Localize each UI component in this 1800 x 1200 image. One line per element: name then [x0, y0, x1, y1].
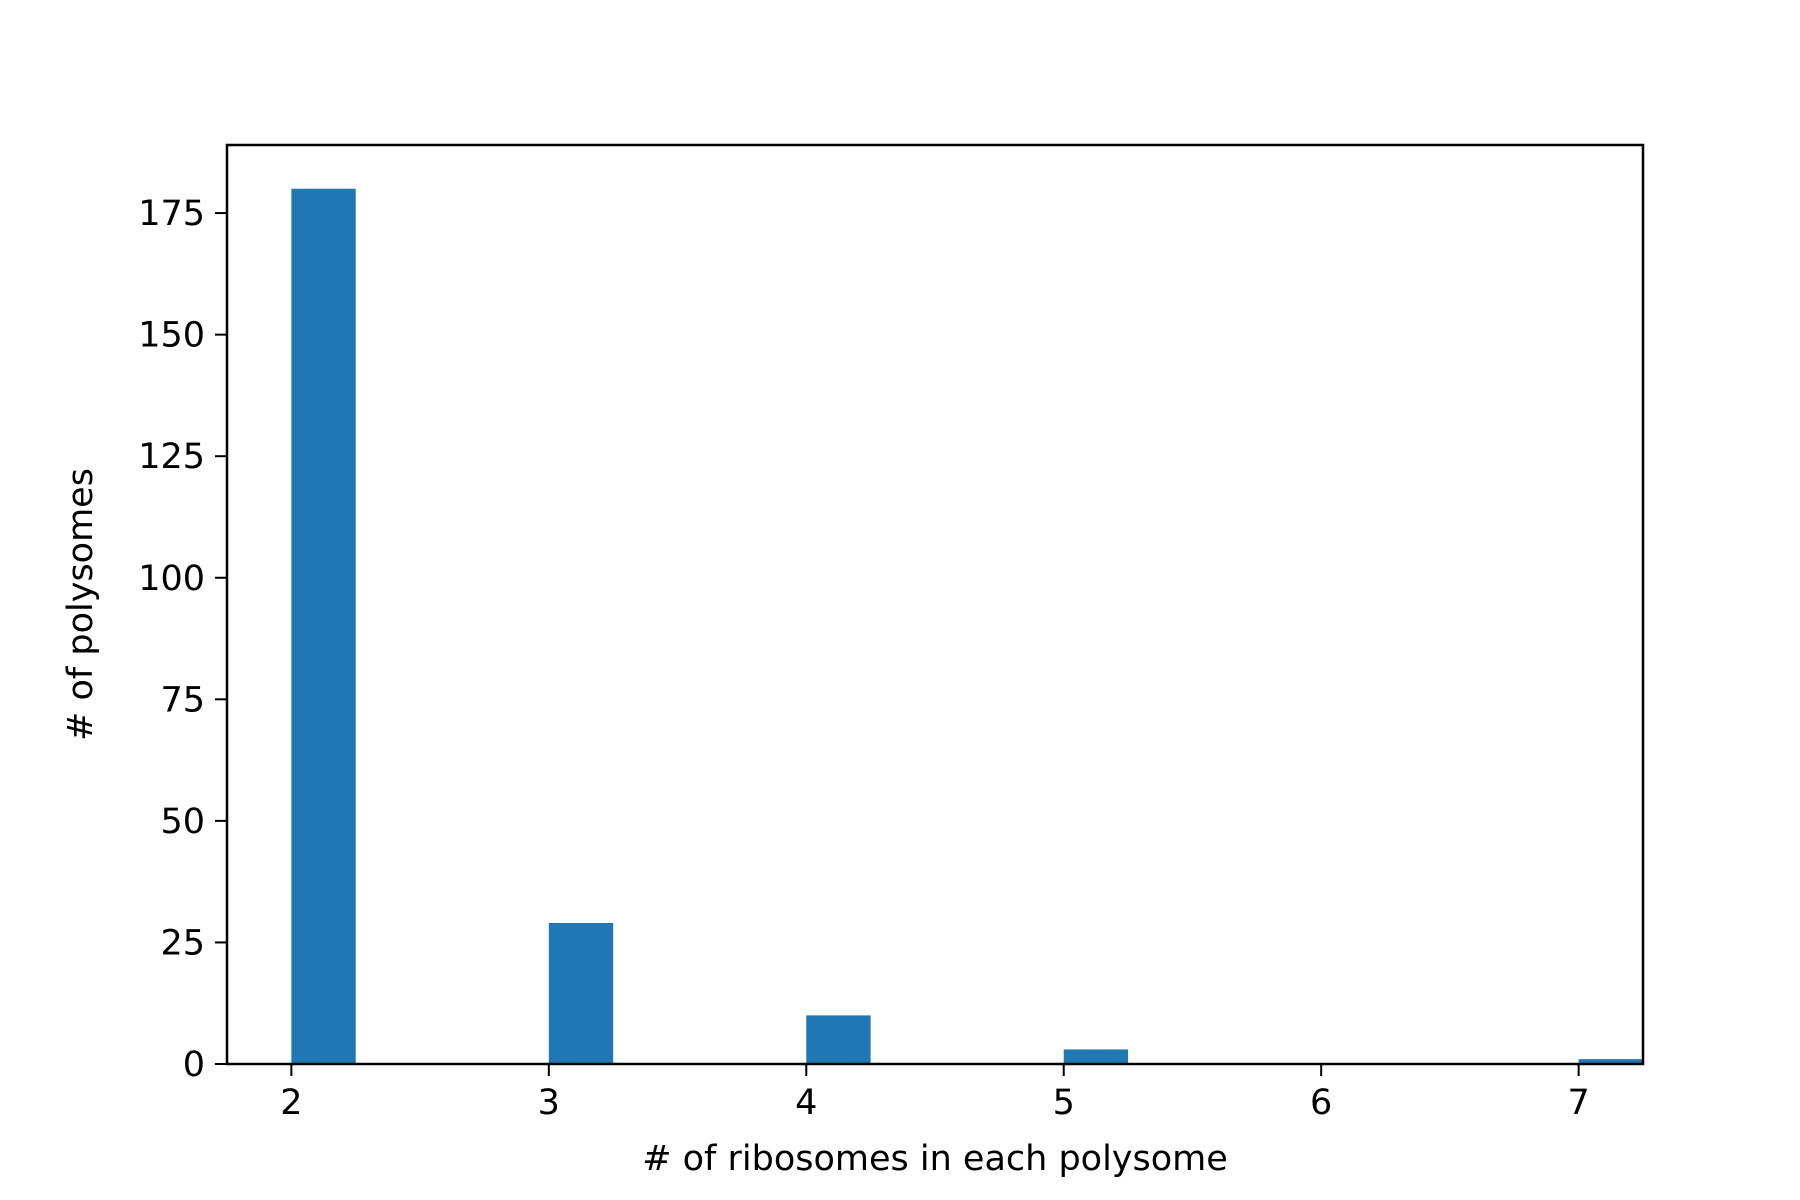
- bar-2: [291, 188, 356, 1064]
- x-tick-label: 7: [1567, 1083, 1589, 1123]
- y-tick-label: 175: [138, 194, 205, 234]
- x-axis-ticks: 2 3 4 5 6 7: [280, 1064, 1590, 1123]
- y-tick-label: 25: [160, 923, 205, 963]
- bar-5: [1063, 1049, 1129, 1064]
- x-tick-label: 4: [795, 1083, 817, 1123]
- x-tick-label: 3: [538, 1083, 560, 1123]
- y-tick-label: 100: [138, 559, 205, 599]
- y-axis-label: # of polysomes: [61, 468, 101, 741]
- bar-3: [548, 922, 614, 1064]
- x-tick-label: 5: [1053, 1083, 1075, 1123]
- x-tick-label: 6: [1310, 1083, 1332, 1123]
- y-tick-label: 75: [160, 680, 205, 720]
- y-tick-label: 50: [160, 802, 205, 842]
- y-axis-ticks: 0 25 50 75 100 125 150 175: [138, 194, 227, 1085]
- bar-4: [806, 1015, 871, 1064]
- plot-frame: [225, 143, 1645, 1066]
- bar-7: [1578, 1059, 1643, 1064]
- y-tick-label: 150: [138, 316, 205, 356]
- bars-layer: [291, 188, 1643, 1064]
- x-axis-label: # of ribosomes in each polysome: [642, 1139, 1228, 1179]
- y-tick-label: 0: [183, 1045, 205, 1085]
- x-tick-label: 2: [280, 1083, 302, 1123]
- y-tick-label: 125: [138, 437, 205, 477]
